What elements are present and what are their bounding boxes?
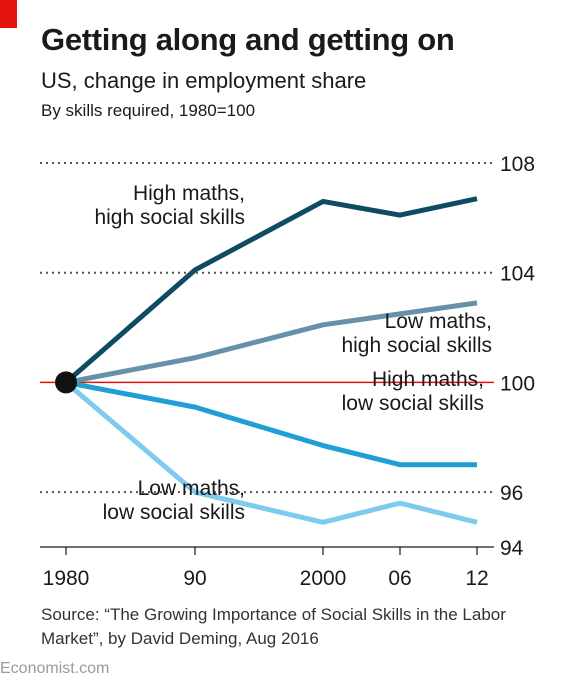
- series-label-high-maths-low-social: High maths, low social skills: [342, 368, 484, 415]
- x-tick-label-1990: 90: [183, 567, 206, 590]
- series-label-low-maths-high-social: Low maths, high social skills: [341, 310, 492, 357]
- origin-point-1980: [55, 371, 77, 394]
- x-tick-label-2012: 12: [465, 567, 488, 590]
- line-chart: 94 96 100 104 108 1980 90 2000 06 12 High maths, hi…: [40, 153, 535, 590]
- x-tick-label-2006: 06: [388, 567, 411, 590]
- series-line-high-maths-high-social: [64, 196, 478, 385]
- y-tick-label-94: 94: [500, 537, 524, 560]
- chart-title: Getting along and getting on: [41, 22, 455, 57]
- y-tick-label-108: 108: [500, 153, 535, 176]
- source-note: Source: “The Growing Importance of Socia…: [41, 605, 506, 648]
- series-line-low-maths-high-social: [65, 300, 478, 385]
- series-label-high-maths-high-social: High maths, high social skills: [94, 182, 245, 229]
- series-label-low-maths-low-social: Low maths, low social skills: [103, 477, 245, 524]
- x-tick-label-1980: 1980: [43, 567, 90, 590]
- chart-subtitle: US, change in employment share: [41, 68, 367, 93]
- series-line-low-maths-low-social: [64, 380, 478, 525]
- brand-red-tag: [0, 0, 17, 28]
- x-tick-label-2000: 2000: [300, 567, 347, 590]
- y-tick-label-96: 96: [500, 482, 523, 505]
- y-tick-label-104: 104: [500, 263, 535, 286]
- y-tick-label-100: 100: [500, 372, 535, 395]
- brand-footer: Economist.com: [0, 660, 110, 677]
- series-line-high-maths-low-social: [65, 379, 477, 468]
- chart-unit-note: By skills required, 1980=100: [41, 101, 256, 120]
